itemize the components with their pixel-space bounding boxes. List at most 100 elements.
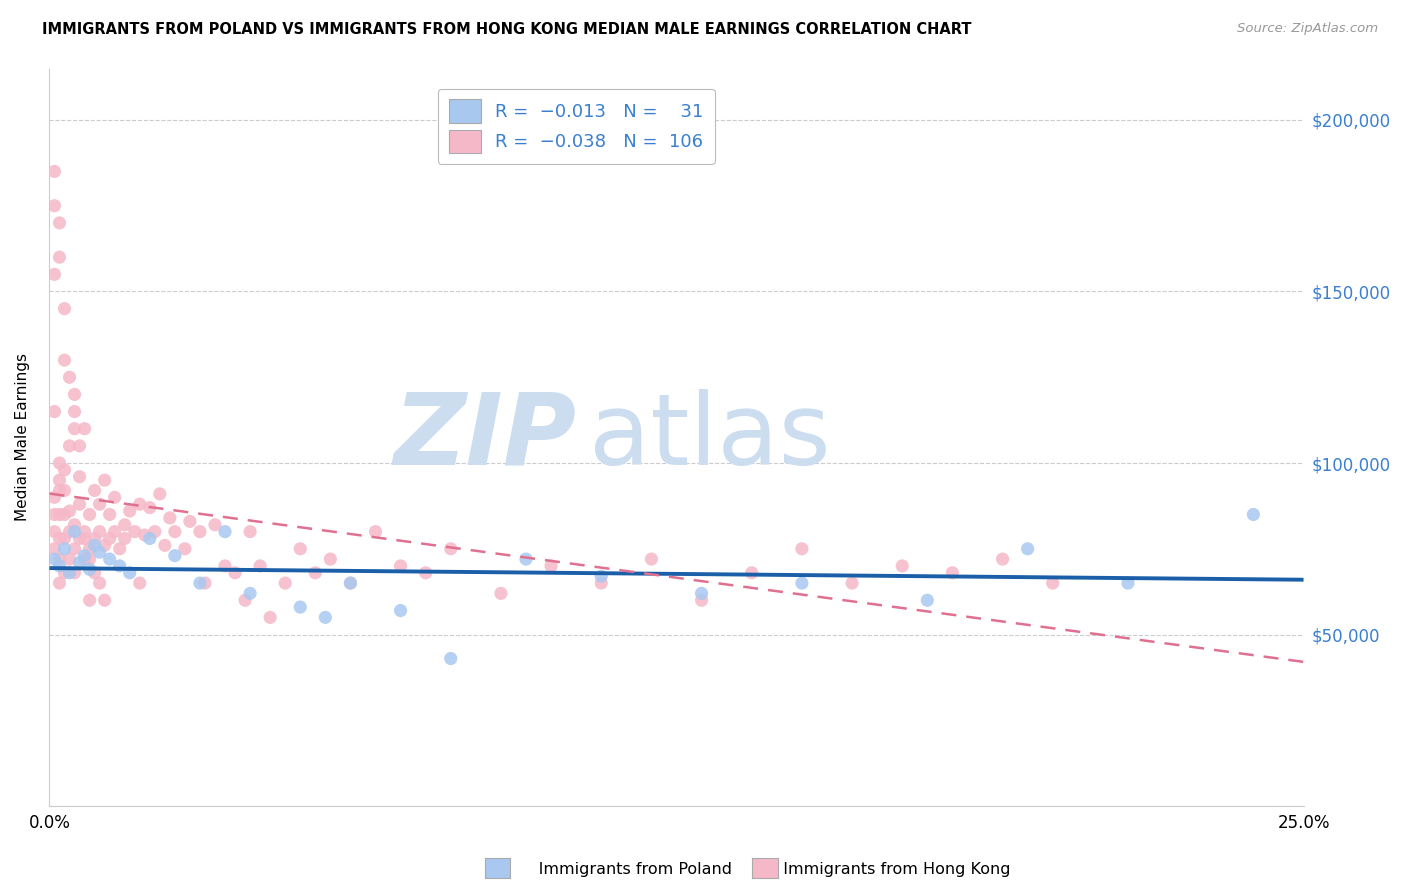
Point <box>44 491 66 505</box>
Point <box>891 558 914 573</box>
Point <box>48 456 70 470</box>
Point <box>44 199 66 213</box>
Point <box>214 558 236 573</box>
Point <box>124 524 146 539</box>
Point <box>139 500 162 515</box>
Point <box>48 552 70 566</box>
Point <box>58 566 80 580</box>
Point <box>79 562 101 576</box>
Point <box>139 532 162 546</box>
Point <box>79 593 101 607</box>
Point <box>53 566 76 580</box>
Point <box>640 552 662 566</box>
Point <box>69 497 91 511</box>
Point <box>48 532 70 546</box>
Point <box>690 586 713 600</box>
Point <box>118 566 141 580</box>
Point <box>239 524 262 539</box>
Point <box>163 524 186 539</box>
Point <box>440 651 463 665</box>
Point <box>93 473 115 487</box>
Point <box>93 538 115 552</box>
Point <box>63 422 86 436</box>
Point <box>73 552 96 566</box>
Point <box>118 504 141 518</box>
Point <box>173 541 195 556</box>
Point <box>104 524 127 539</box>
Point <box>48 483 70 498</box>
Point <box>179 514 201 528</box>
Point <box>44 268 66 282</box>
Point <box>1241 508 1264 522</box>
Point <box>440 541 463 556</box>
Point <box>489 586 512 600</box>
Point <box>63 387 86 401</box>
Y-axis label: Median Male Earnings: Median Male Earnings <box>15 353 30 521</box>
Point <box>53 353 76 368</box>
Point <box>314 610 336 624</box>
Point <box>134 528 156 542</box>
Point <box>53 532 76 546</box>
Point <box>53 541 76 556</box>
Point <box>58 370 80 384</box>
Point <box>48 558 70 573</box>
Point <box>540 558 562 573</box>
Point <box>591 569 613 583</box>
Point <box>128 497 150 511</box>
Point <box>69 439 91 453</box>
Point <box>224 566 246 580</box>
Point <box>53 508 76 522</box>
Point <box>194 576 217 591</box>
Point <box>89 497 111 511</box>
Point <box>98 508 121 522</box>
Text: Immigrants from Poland          Immigrants from Hong Kong: Immigrants from Poland Immigrants from H… <box>513 863 1011 877</box>
Point <box>1042 576 1064 591</box>
Point <box>48 473 70 487</box>
Point <box>58 439 80 453</box>
Point <box>73 422 96 436</box>
Point <box>69 469 91 483</box>
Text: IMMIGRANTS FROM POLAND VS IMMIGRANTS FROM HONG KONG MEDIAN MALE EARNINGS CORRELA: IMMIGRANTS FROM POLAND VS IMMIGRANTS FRO… <box>42 22 972 37</box>
Point <box>339 576 361 591</box>
Point <box>941 566 963 580</box>
Point <box>53 463 76 477</box>
Point <box>48 576 70 591</box>
Point <box>304 566 326 580</box>
Point <box>149 487 172 501</box>
Point <box>104 491 127 505</box>
Point <box>63 517 86 532</box>
Point <box>48 216 70 230</box>
Point <box>93 593 115 607</box>
Point <box>319 552 342 566</box>
Point <box>89 545 111 559</box>
Point <box>188 524 211 539</box>
Point <box>128 576 150 591</box>
Point <box>63 541 86 556</box>
Point <box>58 524 80 539</box>
Point <box>73 549 96 563</box>
Point <box>690 593 713 607</box>
Point <box>83 483 105 498</box>
Point <box>83 538 105 552</box>
Point <box>790 541 813 556</box>
Point <box>53 301 76 316</box>
Point <box>591 576 613 591</box>
Point <box>214 524 236 539</box>
Point <box>63 404 86 418</box>
Point <box>83 532 105 546</box>
Point <box>79 541 101 556</box>
Point <box>44 404 66 418</box>
Text: ZIP: ZIP <box>394 389 576 486</box>
Point <box>58 552 80 566</box>
Point <box>79 508 101 522</box>
Point <box>48 250 70 264</box>
Point <box>741 566 763 580</box>
Point <box>239 586 262 600</box>
Text: atlas: atlas <box>589 389 831 486</box>
Point <box>188 576 211 591</box>
Point <box>274 576 297 591</box>
Point <box>69 532 91 546</box>
Text: Source: ZipAtlas.com: Source: ZipAtlas.com <box>1237 22 1378 36</box>
Point <box>233 593 256 607</box>
Point <box>114 517 136 532</box>
